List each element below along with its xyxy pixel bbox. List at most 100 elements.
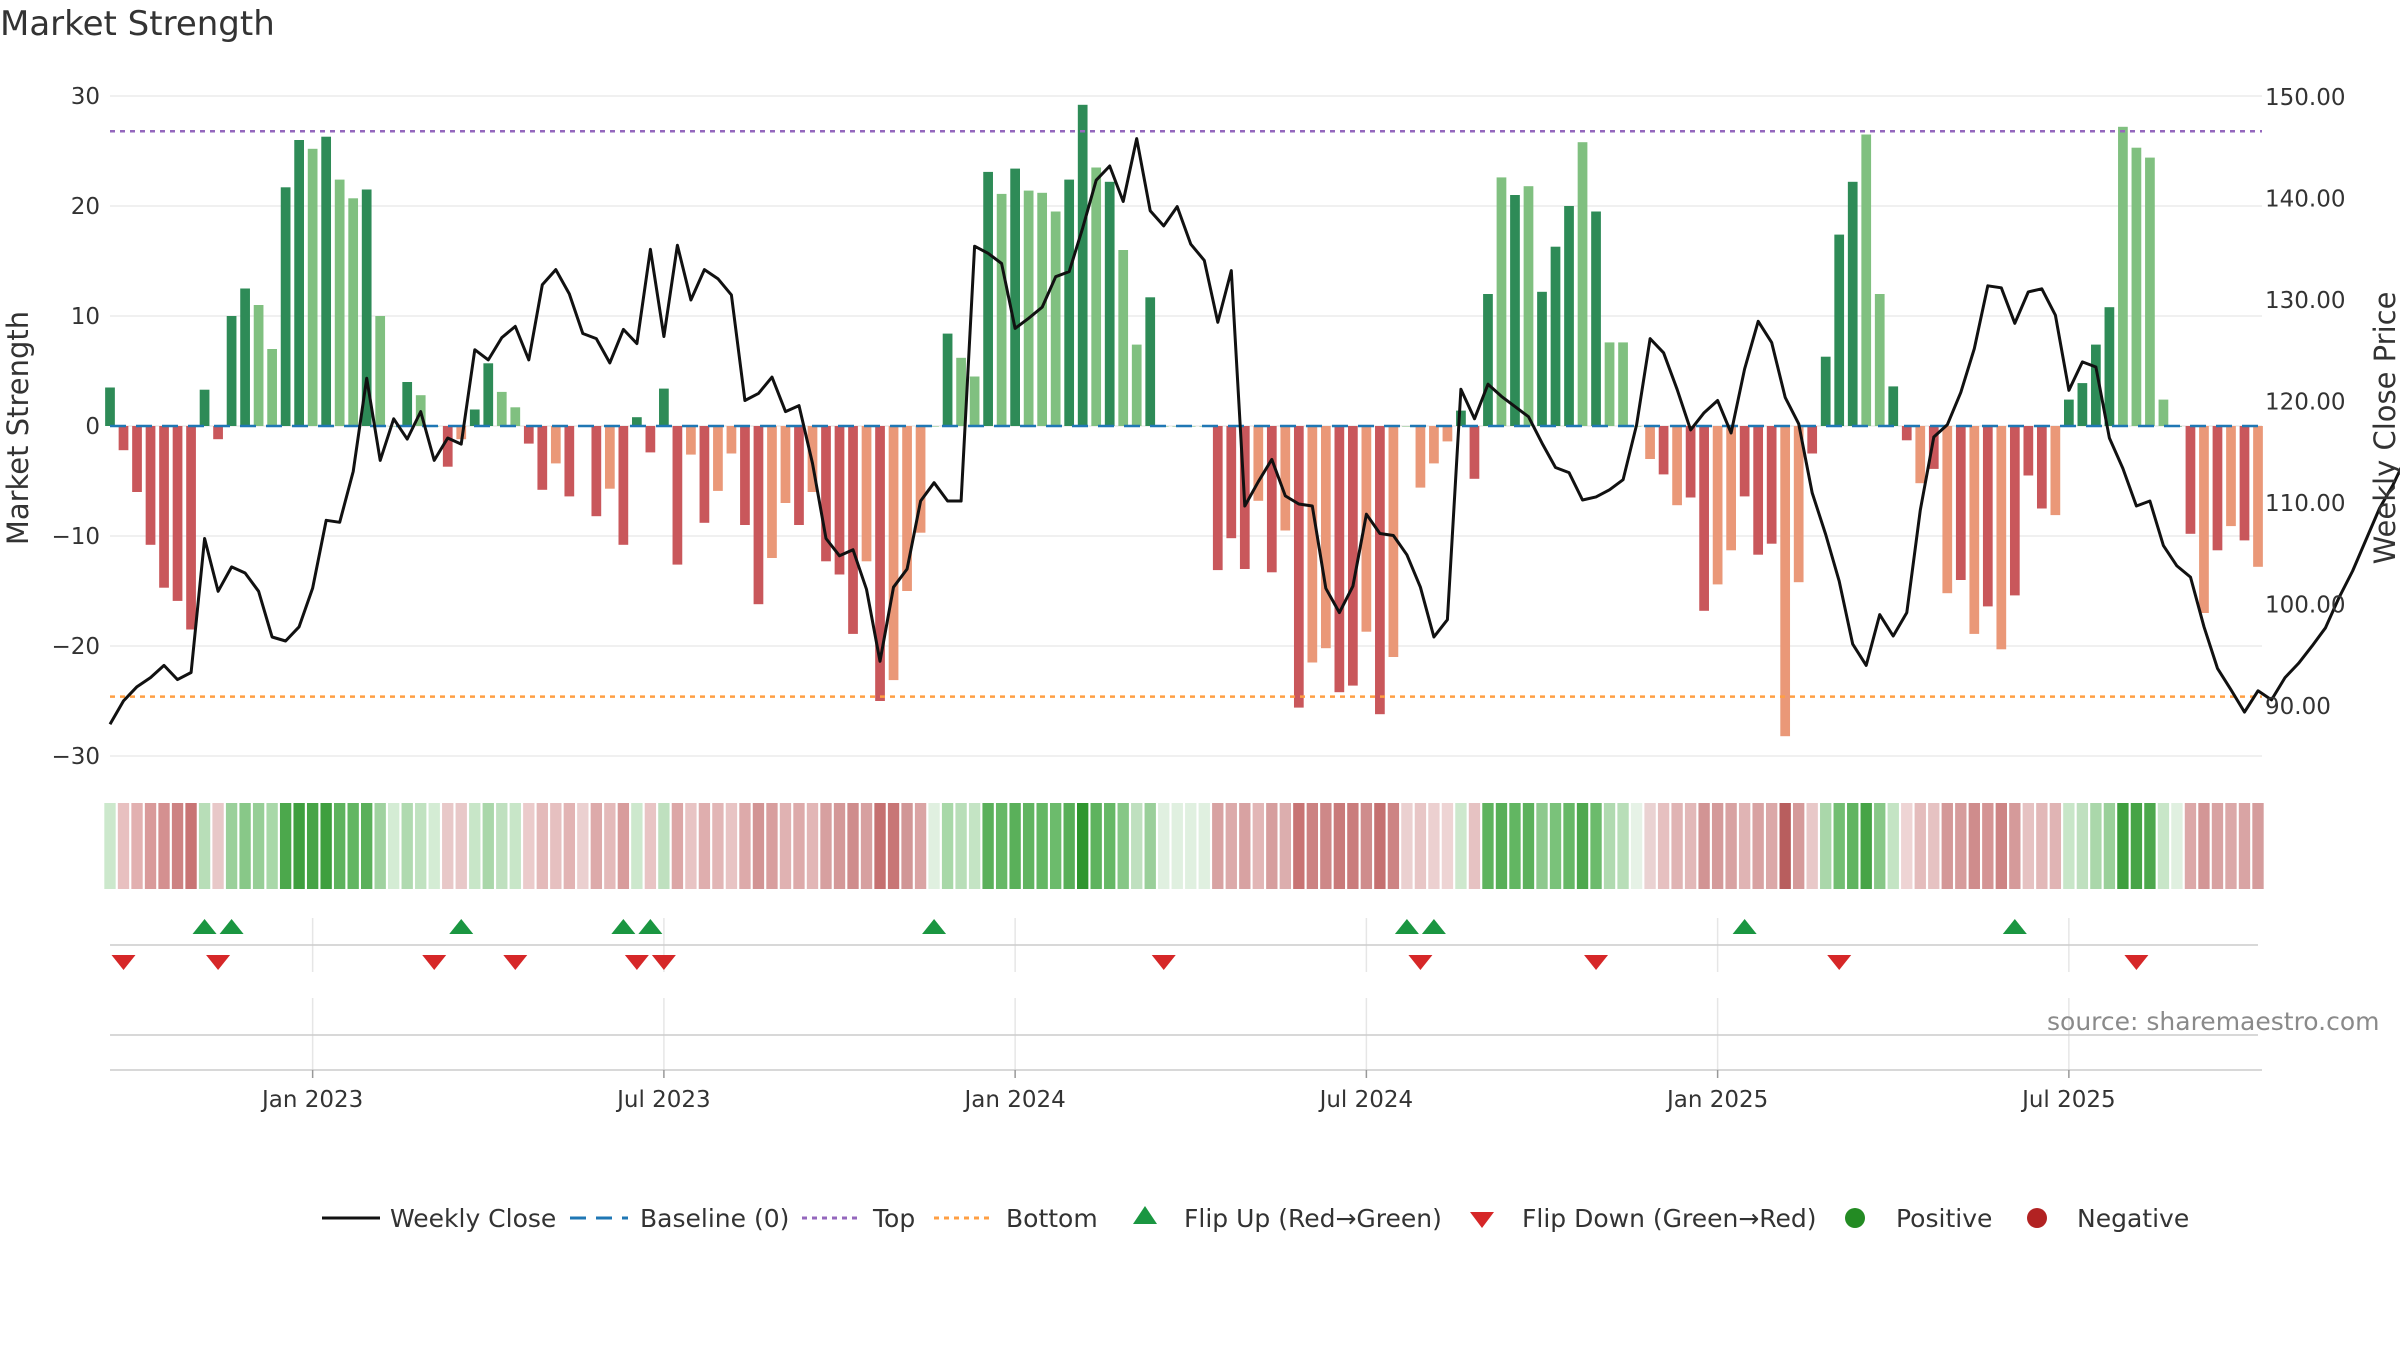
strip-cell-103 (1495, 803, 1508, 889)
strength-bar-46 (726, 426, 737, 454)
strength-bar-144 (2050, 426, 2061, 516)
strip-cell-105 (1522, 803, 1535, 889)
strip-cell-115 (1657, 803, 1670, 889)
legend-baseline-label: Baseline (0) (640, 1204, 789, 1233)
strip-cell-142 (2022, 803, 2035, 889)
strength-bar-4 (159, 426, 169, 588)
strength-heat-strip (104, 803, 2264, 889)
y-tick-left-4: −10 (51, 524, 100, 550)
strength-bar-54 (834, 426, 845, 575)
strength-bar-45 (713, 426, 723, 491)
flip-up-marker-0 (192, 919, 217, 934)
strength-bar-66 (996, 193, 1007, 426)
legend: Weekly Close Baseline (0) Top Bottom Flip Up… (322, 1204, 2189, 1233)
strength-bar-155 (2199, 426, 2209, 613)
strip-cell-130 (1860, 803, 1872, 889)
strength-bar-139 (1982, 426, 1993, 607)
strength-bar-121 (1739, 426, 1750, 497)
strength-bar-61 (929, 426, 939, 427)
flip-up-marker-5 (922, 919, 947, 934)
strip-cell-49 (766, 803, 778, 889)
strip-cell-110 (1590, 803, 1602, 889)
strength-bar-16 (321, 136, 332, 426)
flip-down-marker-5 (651, 955, 676, 970)
flip-down-marker-8 (1584, 955, 1609, 970)
strip-cell-26 (455, 803, 467, 889)
strip-cell-98 (1428, 803, 1440, 889)
strip-cell-22 (401, 803, 413, 889)
strip-cell-48 (752, 803, 765, 889)
grid (110, 95, 2262, 757)
legend-flip-down-icon (1470, 1212, 1494, 1228)
flip-down-marker-10 (2124, 955, 2149, 970)
x-tick-label-1: Jul 2023 (615, 1087, 711, 1113)
strip-cell-148 (2103, 803, 2116, 889)
strip-cell-18 (347, 803, 359, 889)
strip-cell-74 (1104, 803, 1116, 889)
strength-bar-93 (1361, 426, 1372, 632)
strength-bar-64 (969, 376, 980, 426)
strength-bar-6 (186, 426, 196, 630)
strip-cell-124 (1779, 803, 1791, 889)
strip-cell-97 (1414, 803, 1427, 889)
x-axis: Jan 2023 Jul 2023 Jan 2024 Jul 2024 Jan 2025… (110, 1069, 2262, 1113)
strip-cell-111 (1603, 803, 1616, 889)
strip-cell-76 (1131, 803, 1143, 889)
strength-bar-77 (1145, 297, 1156, 426)
strip-cell-44 (698, 803, 711, 889)
source-credit: source: sharemaestro.com (2047, 1007, 2380, 1036)
strip-cell-17 (333, 803, 346, 889)
legend-positive-label: Positive (1896, 1204, 1992, 1233)
strip-cell-5 (171, 803, 184, 889)
strip-cell-96 (1401, 803, 1413, 889)
strength-bar-131 (1874, 294, 1885, 426)
strength-bar-116 (1672, 426, 1682, 506)
strength-bar-40 (645, 426, 656, 453)
y-tick-right-6: 90.00 (2265, 694, 2331, 720)
strength-bar-128 (1834, 234, 1845, 426)
strength-bar-105 (1523, 186, 1534, 426)
y-tick-right-1: 140.00 (2265, 187, 2345, 213)
strip-cell-81 (1198, 803, 1210, 889)
strip-cell-11 (252, 803, 265, 889)
strip-cell-122 (1752, 803, 1764, 889)
strip-cell-9 (225, 803, 238, 889)
strip-cell-53 (820, 803, 832, 889)
strength-bar-115 (1658, 426, 1669, 475)
strength-bar-87 (1280, 426, 1291, 531)
strength-bar-159 (2253, 426, 2263, 567)
strip-cell-77 (1144, 803, 1156, 889)
strength-bar-44 (699, 426, 710, 523)
strength-bar-74 (1104, 181, 1115, 426)
strength-bar-75 (1118, 250, 1129, 426)
strip-cell-4 (158, 803, 170, 889)
strength-bar-98 (1429, 426, 1439, 464)
strength-bar-133 (1901, 426, 1912, 441)
strength-bar-132 (1888, 386, 1899, 426)
strength-bar-1 (118, 426, 129, 451)
strength-bar-3 (145, 426, 156, 545)
strength-bar-56 (861, 426, 872, 562)
strength-bar-5 (172, 426, 183, 601)
strength-bar-48 (753, 426, 764, 605)
strip-cell-75 (1117, 803, 1129, 889)
flip-down-marker-7 (1408, 955, 1433, 970)
y-tick-left-5: −20 (51, 634, 100, 660)
strip-cell-85 (1252, 803, 1264, 889)
y-tick-left-1: 20 (71, 194, 100, 220)
strength-bar-28 (483, 363, 494, 426)
strength-bar-36 (591, 426, 602, 517)
legend-positive-dot (1845, 1208, 1865, 1228)
strength-bar-82 (1212, 426, 1223, 571)
strip-cell-70 (1049, 803, 1062, 889)
strength-bar-91 (1334, 426, 1345, 693)
strip-cell-24 (428, 803, 440, 889)
strip-cell-88 (1293, 803, 1305, 889)
strip-cell-46 (725, 803, 738, 889)
flip-down-marker-3 (503, 955, 528, 970)
strength-bar-41 (659, 388, 669, 426)
strip-cell-123 (1765, 803, 1778, 889)
legend-weekly-close-label: Weekly Close (390, 1204, 556, 1233)
y-tick-right-4: 110.00 (2265, 491, 2345, 517)
